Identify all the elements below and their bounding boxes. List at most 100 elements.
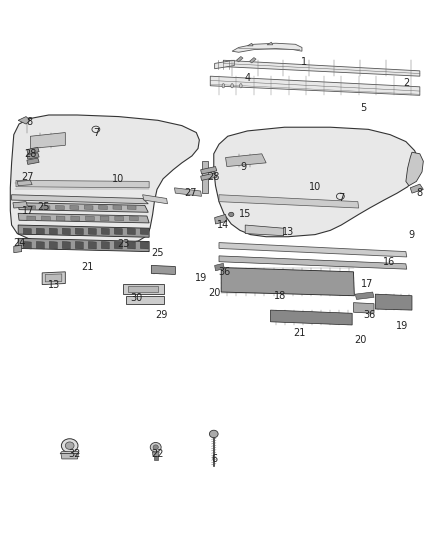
Polygon shape (56, 216, 65, 221)
Text: 15: 15 (239, 209, 251, 220)
Text: 9: 9 (408, 230, 414, 240)
Polygon shape (42, 216, 50, 221)
Polygon shape (174, 188, 201, 196)
Text: 17: 17 (361, 279, 374, 288)
Polygon shape (18, 225, 149, 237)
Polygon shape (271, 310, 352, 325)
Polygon shape (127, 228, 135, 235)
Polygon shape (127, 241, 135, 249)
Polygon shape (99, 205, 107, 209)
Text: 13: 13 (48, 280, 60, 290)
Ellipse shape (222, 84, 225, 88)
Polygon shape (232, 43, 302, 52)
Text: 1: 1 (301, 57, 307, 67)
Polygon shape (201, 166, 217, 174)
Polygon shape (56, 205, 64, 209)
Polygon shape (141, 241, 148, 249)
Polygon shape (245, 225, 284, 236)
Polygon shape (18, 213, 149, 223)
Polygon shape (84, 205, 93, 209)
Text: 29: 29 (155, 310, 168, 320)
Polygon shape (355, 292, 374, 300)
Polygon shape (27, 153, 39, 159)
Ellipse shape (231, 84, 233, 88)
Text: 25: 25 (152, 248, 164, 258)
Polygon shape (36, 241, 44, 249)
Polygon shape (201, 173, 217, 180)
Ellipse shape (229, 212, 234, 216)
Polygon shape (49, 241, 57, 249)
Polygon shape (75, 228, 83, 235)
Text: 23: 23 (118, 239, 130, 249)
Text: 16: 16 (383, 257, 396, 267)
Polygon shape (219, 195, 359, 208)
Polygon shape (202, 161, 208, 193)
Polygon shape (410, 184, 424, 193)
Polygon shape (406, 152, 424, 185)
Polygon shape (30, 133, 65, 149)
Polygon shape (267, 42, 273, 45)
Text: 21: 21 (293, 328, 306, 338)
Text: 7: 7 (94, 127, 100, 138)
Ellipse shape (150, 442, 161, 452)
Polygon shape (237, 56, 243, 62)
Polygon shape (62, 241, 70, 249)
Polygon shape (14, 245, 21, 253)
Polygon shape (45, 274, 62, 282)
Polygon shape (102, 241, 109, 249)
Polygon shape (113, 205, 122, 209)
Polygon shape (85, 216, 94, 221)
Polygon shape (27, 205, 35, 209)
Polygon shape (215, 263, 224, 271)
Text: 19: 19 (396, 321, 409, 331)
Text: 25: 25 (37, 202, 50, 212)
Polygon shape (27, 148, 39, 154)
Text: 20: 20 (208, 288, 221, 298)
Polygon shape (221, 268, 354, 296)
Text: 6: 6 (212, 454, 218, 464)
Polygon shape (41, 205, 50, 209)
Text: 36: 36 (218, 267, 230, 277)
Polygon shape (141, 228, 148, 235)
Text: 8: 8 (26, 117, 32, 127)
Text: 27: 27 (184, 188, 197, 198)
Polygon shape (17, 180, 32, 185)
Polygon shape (128, 286, 158, 292)
Text: 28: 28 (208, 172, 220, 182)
Polygon shape (75, 241, 83, 249)
Text: 10: 10 (112, 174, 124, 184)
Polygon shape (375, 294, 412, 310)
Polygon shape (36, 228, 44, 235)
Text: 22: 22 (151, 449, 163, 458)
Text: 14: 14 (217, 220, 230, 230)
Text: 8: 8 (417, 188, 423, 198)
Polygon shape (123, 284, 164, 294)
Text: 19: 19 (195, 273, 208, 283)
Polygon shape (18, 238, 149, 252)
Polygon shape (60, 451, 79, 454)
Polygon shape (12, 195, 148, 204)
Text: 18: 18 (274, 290, 286, 301)
Text: 30: 30 (131, 293, 143, 303)
Polygon shape (143, 195, 167, 204)
Text: 10: 10 (309, 182, 321, 192)
Polygon shape (23, 241, 31, 249)
Polygon shape (152, 452, 159, 456)
Ellipse shape (65, 442, 74, 449)
Text: 13: 13 (282, 227, 294, 237)
Polygon shape (223, 60, 420, 76)
Text: 36: 36 (364, 310, 376, 320)
Ellipse shape (240, 84, 242, 88)
Polygon shape (114, 228, 122, 235)
Polygon shape (215, 60, 234, 69)
Polygon shape (49, 228, 57, 235)
Polygon shape (115, 216, 124, 221)
Text: 21: 21 (81, 262, 93, 271)
Polygon shape (27, 158, 39, 165)
Polygon shape (23, 228, 31, 235)
Text: 32: 32 (68, 449, 80, 458)
Polygon shape (70, 205, 79, 209)
Polygon shape (100, 216, 109, 221)
Polygon shape (130, 216, 138, 221)
Polygon shape (13, 201, 28, 208)
